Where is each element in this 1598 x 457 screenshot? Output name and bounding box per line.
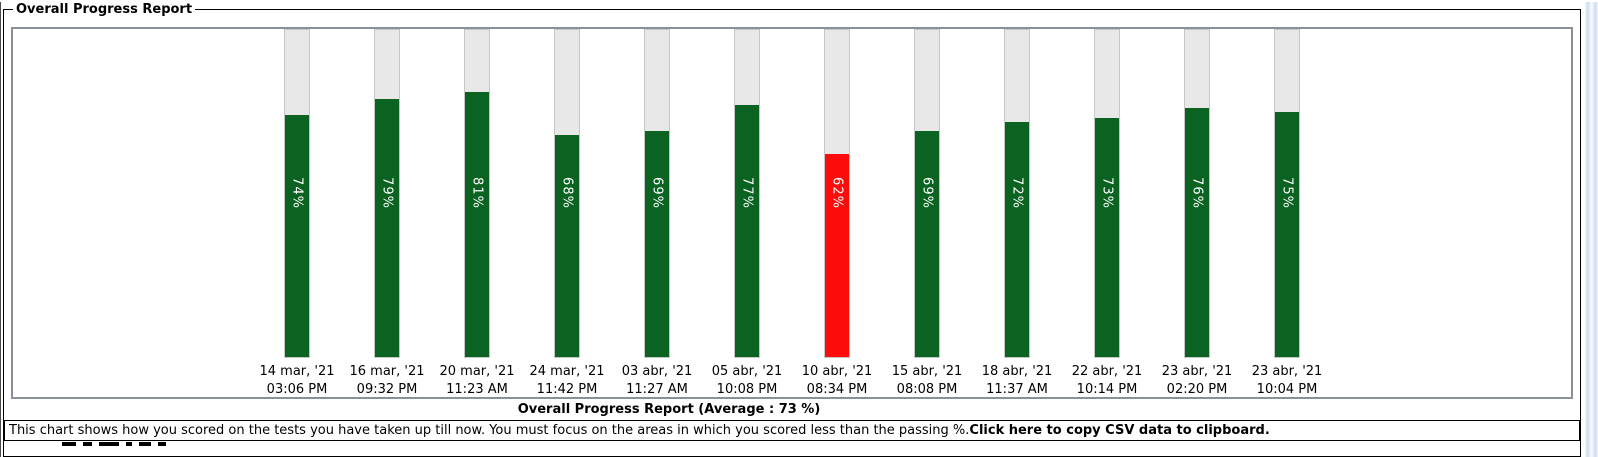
copy-csv-link[interactable]: Click here to copy CSV data to clipboard…: [969, 423, 1270, 438]
x-axis-date: 15 abr, '21: [891, 364, 963, 379]
x-axis-label: 22 abr, '21 10:14 PM: [1071, 363, 1143, 397]
x-axis-label: 23 abr, '21 10:04 PM: [1251, 363, 1323, 397]
vertical-scrollbar[interactable]: [1585, 2, 1598, 457]
bar-value-label: 76%: [1189, 177, 1205, 209]
bars-row: 74% 14 mar, '21 03:06 PM 79% 16 mar, '21 09:3…: [13, 29, 1571, 397]
x-axis-time: 02:20 PM: [1166, 382, 1228, 397]
x-axis-date: 23 abr, '21: [1251, 364, 1323, 379]
x-axis-time: 10:04 PM: [1256, 382, 1318, 397]
x-axis-label: 20 mar, '21 11:23 AM: [439, 363, 515, 397]
panel-title: Overall Progress Report: [16, 2, 193, 17]
bar-value-label: 74%: [289, 177, 305, 209]
bar-slot: 81% 20 mar, '21 11:23 AM: [432, 29, 522, 397]
bar-slot: 79% 16 mar, '21 09:32 PM: [342, 29, 432, 397]
bar-track: 76%: [1184, 29, 1210, 358]
bar-track: 75%: [1274, 29, 1300, 358]
bar-track: 74%: [284, 29, 310, 358]
bar-slot: 69% 03 abr, '21 11:27 AM: [612, 29, 702, 397]
bar-value-label: 81%: [469, 177, 485, 209]
bar-slot: 62% 10 abr, '21 08:34 PM: [792, 29, 882, 397]
bar-value-label: 69%: [649, 177, 665, 209]
bar-value-label: 68%: [559, 177, 575, 209]
bar-slot: 76% 23 abr, '21 02:20 PM: [1152, 29, 1242, 397]
bar-value-label: 69%: [919, 177, 935, 209]
bar-fill[interactable]: [735, 105, 759, 357]
bar-track: 62%: [824, 29, 850, 358]
bar-slot: 72% 18 abr, '21 11:37 AM: [972, 29, 1062, 397]
x-axis-date: 22 abr, '21: [1071, 364, 1143, 379]
bar-track: 79%: [374, 29, 400, 358]
x-axis-date: 24 mar, '21: [529, 364, 605, 379]
x-axis-time: 11:27 AM: [626, 382, 688, 397]
bar-fill[interactable]: [825, 154, 849, 357]
x-axis-date: 20 mar, '21: [439, 364, 515, 379]
bar-fill[interactable]: [1095, 118, 1119, 357]
x-axis-label: 23 abr, '21 02:20 PM: [1161, 363, 1233, 397]
bar-slot: 74% 14 mar, '21 03:06 PM: [252, 29, 342, 397]
x-axis-label: 05 abr, '21 10:08 PM: [711, 363, 783, 397]
bar-value-label: 79%: [379, 177, 395, 209]
bar-fill[interactable]: [1005, 121, 1029, 357]
x-axis-time: 08:08 PM: [896, 382, 958, 397]
bar-track: 68%: [554, 29, 580, 358]
clipped-text-fragment: [62, 442, 1580, 448]
progress-bar-chart: 74% 14 mar, '21 03:06 PM 79% 16 mar, '21 09:3…: [11, 27, 1573, 399]
chart-caption: Overall Progress Report (Average : 73 %): [517, 402, 821, 417]
bar-fill[interactable]: [285, 115, 309, 357]
bar-track: 72%: [1004, 29, 1030, 358]
bar-fill[interactable]: [375, 98, 399, 357]
bar-track: 73%: [1094, 29, 1120, 358]
x-axis-label: 03 abr, '21 11:27 AM: [621, 363, 693, 397]
chart-description-text: This chart shows how you scored on the t…: [9, 423, 970, 438]
chart-description-box: This chart shows how you scored on the t…: [4, 420, 1580, 441]
x-axis-date: 18 abr, '21: [981, 364, 1053, 379]
bar-value-label: 73%: [1099, 177, 1115, 209]
x-axis-time: 09:32 PM: [356, 382, 418, 397]
bar-fill[interactable]: [1275, 111, 1299, 357]
x-axis-label: 14 mar, '21 03:06 PM: [259, 363, 335, 397]
bar-value-label: 75%: [1279, 177, 1295, 209]
x-axis-date: 16 mar, '21: [349, 364, 425, 379]
bar-slot: 68% 24 mar, '21 11:42 PM: [522, 29, 612, 397]
bar-slot: 77% 05 abr, '21 10:08 PM: [702, 29, 792, 397]
x-axis-time: 03:06 PM: [266, 382, 328, 397]
bar-value-label: 77%: [739, 177, 755, 209]
x-axis-time: 10:14 PM: [1076, 382, 1138, 397]
x-axis-label: 24 mar, '21 11:42 PM: [529, 363, 605, 397]
x-axis-date: 03 abr, '21: [621, 364, 693, 379]
x-axis-time: 11:37 AM: [986, 382, 1048, 397]
x-axis-label: 15 abr, '21 08:08 PM: [891, 363, 963, 397]
x-axis-time: 11:42 PM: [536, 382, 598, 397]
overall-progress-panel: Overall Progress Report 74% 14 mar, '21 03…: [3, 2, 1581, 457]
bar-fill[interactable]: [645, 131, 669, 357]
bar-value-label: 72%: [1009, 177, 1025, 209]
bar-slot: 75% 23 abr, '21 10:04 PM: [1242, 29, 1332, 397]
bar-slot: 69% 15 abr, '21 08:08 PM: [882, 29, 972, 397]
x-axis-date: 05 abr, '21: [711, 364, 783, 379]
bar-track: 81%: [464, 29, 490, 358]
x-axis-label: 10 abr, '21 08:34 PM: [801, 363, 873, 397]
x-axis-time: 10:08 PM: [716, 382, 778, 397]
bar-track: 69%: [644, 29, 670, 358]
x-axis-date: 14 mar, '21: [259, 364, 335, 379]
bar-value-label: 62%: [829, 177, 845, 209]
bar-fill[interactable]: [555, 134, 579, 357]
bar-slot: 73% 22 abr, '21 10:14 PM: [1062, 29, 1152, 397]
x-axis-label: 16 mar, '21 09:32 PM: [349, 363, 425, 397]
x-axis-time: 11:23 AM: [446, 382, 508, 397]
bar-track: 69%: [914, 29, 940, 358]
x-axis-date: 23 abr, '21: [1161, 364, 1233, 379]
bar-track: 77%: [734, 29, 760, 358]
x-axis-time: 08:34 PM: [806, 382, 868, 397]
bar-fill[interactable]: [915, 131, 939, 357]
x-axis-date: 10 abr, '21: [801, 364, 873, 379]
bar-fill[interactable]: [465, 92, 489, 357]
x-axis-label: 18 abr, '21 11:37 AM: [981, 363, 1053, 397]
bar-fill[interactable]: [1185, 108, 1209, 357]
